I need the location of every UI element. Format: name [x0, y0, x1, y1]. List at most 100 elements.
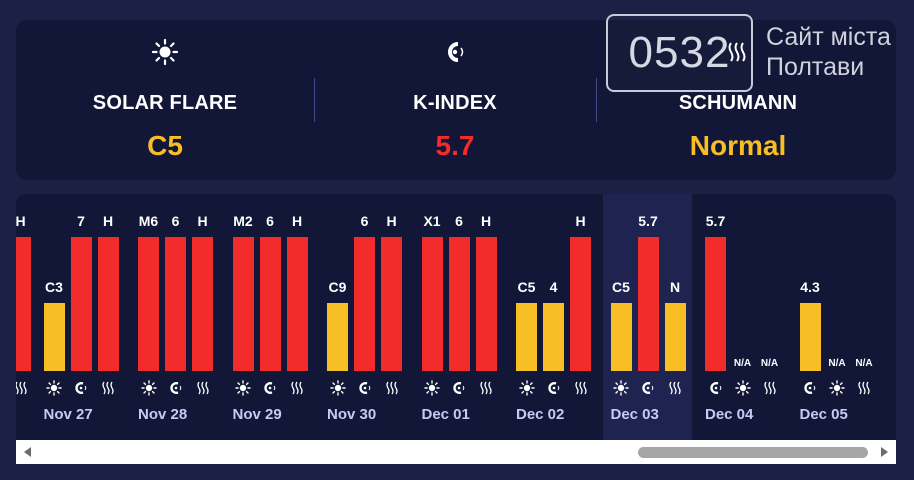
bar-label: 6	[360, 213, 369, 229]
wave-icon	[196, 381, 209, 395]
sun-icon	[329, 380, 346, 396]
bar-label: H	[480, 213, 492, 229]
wave-icon	[102, 381, 114, 395]
sun-icon	[734, 380, 751, 396]
sun-icon	[151, 38, 179, 66]
bar-label: X1	[423, 213, 441, 229]
bar	[448, 237, 470, 371]
scroll-right-arrow-icon[interactable]	[881, 447, 888, 457]
k-index-value: 5.7	[435, 130, 475, 161]
site-watermark-logo: 0532 Сайт міста Полтави	[606, 14, 906, 94]
metric-divider	[314, 78, 315, 122]
bar-label: 6	[455, 213, 463, 229]
wave-icon	[385, 381, 398, 395]
sun-icon	[424, 380, 440, 396]
bar	[799, 303, 821, 371]
magnet-icon	[75, 382, 87, 394]
metric-divider	[596, 78, 597, 122]
bar	[327, 303, 348, 371]
bar-label: H	[197, 213, 208, 229]
magnet-icon	[264, 382, 276, 394]
bar	[516, 303, 537, 371]
bar-label: 4.3	[800, 279, 820, 295]
wave-icon	[574, 381, 587, 395]
sun-icon	[235, 380, 251, 396]
magnet-icon	[709, 382, 721, 394]
wave-icon	[669, 381, 681, 395]
wave-icon	[728, 42, 746, 62]
bar-label: H	[102, 213, 114, 229]
schumann-label: SCHUMANN	[678, 92, 798, 114]
scrollbar-thumb[interactable]	[638, 447, 868, 458]
bar	[543, 303, 564, 371]
magnet-icon	[804, 382, 816, 394]
date-label: Dec 03	[610, 406, 659, 423]
sun-icon	[518, 380, 535, 396]
bar-label: 5.7	[638, 213, 658, 229]
top-strip	[0, 0, 914, 18]
watermark-number: 0532	[606, 14, 753, 92]
date-label: Nov 27	[43, 406, 93, 423]
magnet-icon	[453, 382, 465, 394]
horizontal-scrollbar[interactable]	[16, 440, 896, 464]
watermark-line-1: Сайт міста	[766, 23, 891, 51]
bar	[165, 237, 186, 371]
bar-label: 6	[171, 213, 180, 229]
bar-label: M2	[233, 213, 253, 229]
bar-label: C3	[45, 279, 63, 295]
na-label: N/A	[828, 358, 846, 369]
date-label: Nov 28	[138, 406, 188, 423]
sun-icon	[46, 380, 62, 396]
magnet-icon	[547, 382, 559, 394]
scroll-left-arrow-icon[interactable]	[24, 447, 31, 457]
bar	[286, 237, 308, 371]
bar	[16, 237, 31, 371]
bar	[354, 237, 375, 371]
bar	[70, 237, 92, 371]
k-index-label: K-INDEX	[413, 92, 497, 114]
bar-label: 4	[549, 279, 558, 295]
bar-label: N	[669, 279, 681, 295]
bar	[610, 303, 632, 371]
bar	[570, 237, 591, 371]
wave-icon	[16, 381, 27, 395]
magnet-icon	[358, 382, 370, 394]
na-label: N/A	[733, 358, 752, 369]
bar	[192, 237, 213, 371]
wave-icon	[480, 381, 492, 395]
wave-icon	[763, 381, 776, 395]
schumann-metric: SCHUMANN Normal	[596, 20, 880, 180]
bar	[381, 237, 402, 371]
magnet-icon	[169, 382, 181, 394]
bar-label: M6	[138, 213, 159, 229]
bar-label: C9	[328, 279, 347, 295]
solar-flare-value: C5	[147, 130, 183, 161]
schumann-value: Normal	[689, 130, 787, 161]
bar-label: H	[386, 213, 397, 229]
k-index-metric: K-INDEX 5.7	[314, 20, 596, 180]
bar	[232, 237, 254, 371]
na-label: N/A	[760, 358, 779, 369]
bar	[705, 237, 726, 371]
date-label: Dec 04	[705, 406, 754, 423]
watermark-line-2: Полтави	[766, 53, 865, 81]
bar-label: H	[16, 213, 26, 229]
magnet-icon	[448, 42, 464, 62]
date-label: Nov 29	[232, 406, 282, 423]
date-label: Dec 01	[421, 406, 470, 423]
na-label: N/A	[855, 358, 873, 369]
bar-label: C5	[517, 279, 536, 295]
current-metrics-card: SOLAR FLARE C5 K-INDEX 5.7 SCHUMANN Norm…	[16, 20, 896, 180]
magnet-icon	[642, 382, 654, 394]
bar	[421, 237, 443, 371]
bar-label: 6	[266, 213, 274, 229]
sun-icon	[140, 380, 157, 396]
wave-icon	[858, 381, 870, 395]
bar	[664, 303, 686, 371]
sun-icon	[829, 380, 845, 396]
solar-flare-metric: SOLAR FLARE C5	[16, 20, 314, 180]
bar-label: H	[575, 213, 586, 229]
bar	[43, 303, 65, 371]
wave-icon	[291, 381, 303, 395]
date-label: Nov 30	[327, 406, 377, 423]
